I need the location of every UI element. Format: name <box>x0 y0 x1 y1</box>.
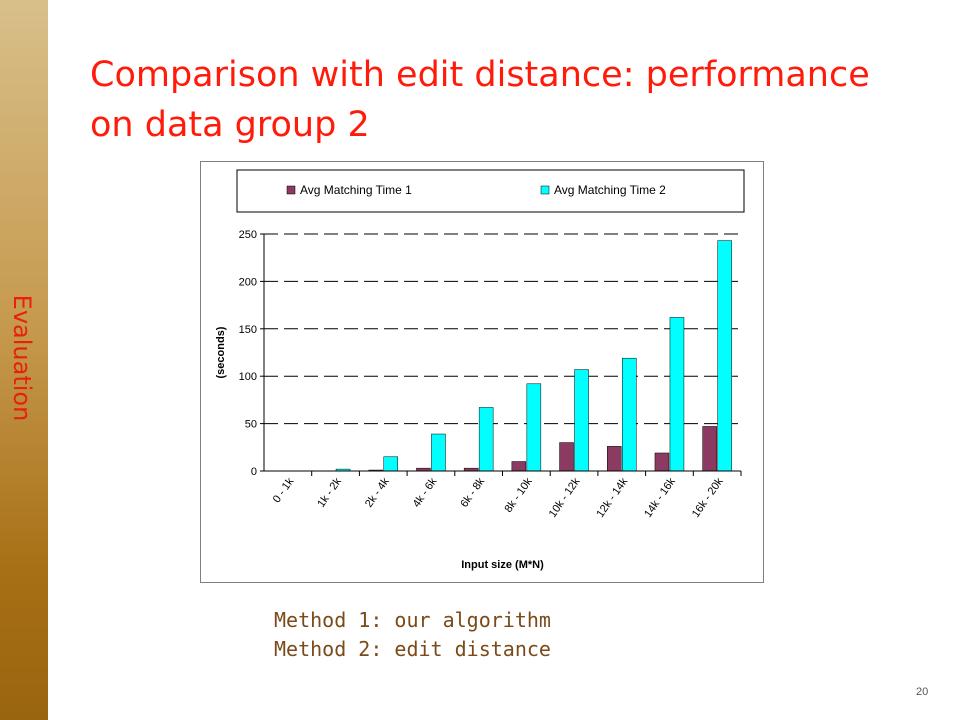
y-tick-label: 200 <box>239 276 257 288</box>
bar-series-2 <box>383 456 398 472</box>
legend: Avg Matching Time 1 Avg Matching Time 2 <box>236 169 745 213</box>
legend-label-series-1: Avg Matching Time 1 <box>300 183 412 197</box>
bar-series-1 <box>654 452 670 472</box>
legend-box <box>236 169 745 213</box>
page-number: 20 <box>916 686 929 698</box>
bar-series-2 <box>526 383 542 472</box>
bar-series-2 <box>478 407 494 472</box>
y-tick-label: 100 <box>239 371 257 383</box>
bar-series-1 <box>607 446 622 472</box>
y-tick-label: 50 <box>245 419 257 431</box>
bar-series-1 <box>702 426 717 472</box>
bar-chart: Avg Matching Time 1 Avg Matching Time 2 … <box>200 161 764 583</box>
section-label: Evaluation <box>0 0 48 720</box>
sidebar-bar <box>0 0 48 720</box>
y-tick-label: 0 <box>251 466 257 478</box>
y-tick-label: 250 <box>239 229 257 241</box>
bar-series-1 <box>511 461 527 472</box>
chart-border <box>200 161 764 583</box>
y-axis-ticks: 0 50 100 150 200 250 <box>239 229 264 478</box>
bar-series-2 <box>717 240 732 472</box>
bar-series-2 <box>431 433 446 472</box>
method-notes: Method 1: our algorithm Method 2: edit d… <box>274 606 551 664</box>
method-2-note: Method 2: edit distance <box>274 637 551 661</box>
y-axis-label: (seconds) <box>215 326 227 378</box>
legend-swatch-series-2 <box>540 185 550 195</box>
bar-series-2 <box>669 317 685 472</box>
bar-series-1 <box>559 442 574 472</box>
section-label-text: Evaluation <box>8 294 36 422</box>
method-1-note: Method 1: our algorithm <box>274 608 551 632</box>
legend-swatch-series-1 <box>286 185 296 195</box>
x-axis-label: Input size (M*N) <box>461 559 544 571</box>
bars <box>335 240 732 472</box>
y-tick-label: 150 <box>239 324 257 336</box>
legend-label-series-2: Avg Matching Time 2 <box>554 183 666 197</box>
slide-title: Comparison with edit distance: performan… <box>90 55 870 145</box>
bar-series-2 <box>574 369 589 472</box>
chart-svg: Avg Matching Time 1 Avg Matching Time 2 … <box>200 161 764 583</box>
bar-series-2 <box>622 357 637 472</box>
